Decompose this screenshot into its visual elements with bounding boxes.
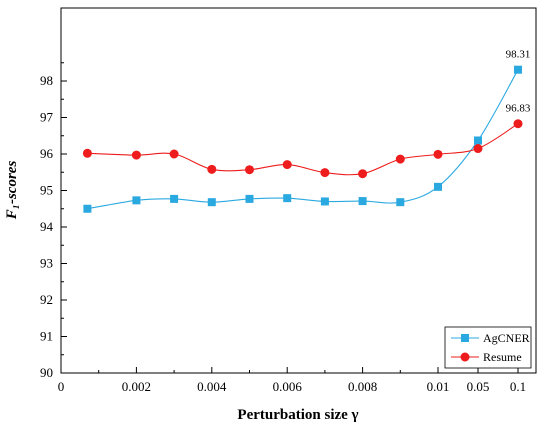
data-label: 98.31 xyxy=(506,49,531,61)
x-tick-label: 0.004 xyxy=(197,379,227,394)
legend-label: AgCNER xyxy=(483,331,530,345)
data-point xyxy=(395,154,405,164)
y-tick-label: 92 xyxy=(40,292,53,307)
x-tick-label: 0.008 xyxy=(348,379,377,394)
data-point xyxy=(282,160,292,170)
y-tick-label: 95 xyxy=(40,183,53,198)
x-tick-label: 0.006 xyxy=(273,379,303,394)
y-tick-label: 98 xyxy=(40,73,53,88)
data-point xyxy=(131,150,141,160)
data-point xyxy=(434,182,442,191)
plot-frame xyxy=(60,7,537,374)
data-point xyxy=(473,144,483,154)
series-line-agcner xyxy=(87,69,519,210)
y-tick-label: 93 xyxy=(40,256,53,271)
series-layer xyxy=(82,65,523,213)
data-point xyxy=(474,136,482,145)
legend-box xyxy=(444,326,532,369)
x-tick-label: 0.1 xyxy=(510,379,526,394)
data-label: 96.83 xyxy=(506,103,531,115)
data-point xyxy=(169,149,179,159)
legend-marker xyxy=(461,334,469,342)
legend-label: Resume xyxy=(483,350,522,364)
data-point xyxy=(358,197,367,206)
data-point xyxy=(396,198,405,207)
legend: AgCNER Resume xyxy=(444,326,532,369)
y-tick-label: 97 xyxy=(40,110,54,125)
data-point xyxy=(358,169,368,179)
data-point xyxy=(433,149,443,159)
x-axis-title: Perturbation size γ xyxy=(237,407,358,423)
y-tick-label: 96 xyxy=(40,146,54,161)
y-tick-label: 91 xyxy=(40,329,53,344)
data-point xyxy=(245,165,254,175)
y-axis-title: F₁-scores xyxy=(4,161,20,221)
data-point xyxy=(132,196,141,205)
data-point xyxy=(283,194,292,203)
y-tick-label: 94 xyxy=(40,219,54,234)
series-line-resume xyxy=(87,123,519,176)
data-point xyxy=(320,168,330,178)
data-point xyxy=(320,197,329,206)
data-point xyxy=(514,65,522,74)
data-point xyxy=(207,164,217,174)
y-tick-label: 90 xyxy=(40,365,53,380)
data-point xyxy=(207,198,216,207)
annotation-layer: 98.31 96.83 xyxy=(506,49,531,115)
legend-marker xyxy=(460,352,470,362)
x-tick-label: 0.002 xyxy=(122,379,151,394)
x-tick-label: 0 xyxy=(58,379,65,394)
data-point xyxy=(83,204,92,213)
data-point xyxy=(245,194,254,203)
x-tick-label: 0.01 xyxy=(427,379,450,394)
x-tick-label: 0.05 xyxy=(467,379,490,394)
data-point xyxy=(170,194,179,203)
axis-ticks: 0 0.002 0.004 0.006 0.008 0.01 0.05 0.1 90 91 92 93… xyxy=(40,62,526,394)
data-point xyxy=(513,119,523,129)
data-point xyxy=(82,148,92,158)
